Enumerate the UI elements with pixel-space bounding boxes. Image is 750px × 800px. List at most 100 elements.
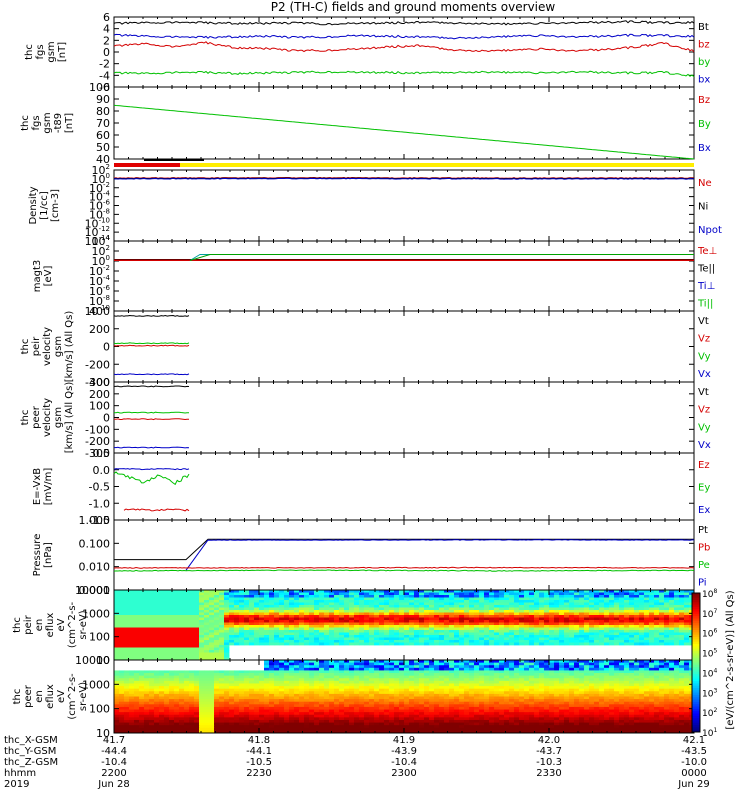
spectro-cell <box>564 597 570 601</box>
spectro-cell <box>384 678 390 682</box>
spectro-cell <box>159 688 165 692</box>
spectro-cell <box>509 637 515 641</box>
spectro-cell <box>489 675 495 679</box>
spectro-cell <box>599 627 605 631</box>
spectro-cell <box>434 625 440 628</box>
spectro-cell <box>639 600 645 603</box>
y-axis-title: sr-eV) <box>78 610 89 639</box>
spectro-cell <box>654 600 660 603</box>
spectro-cell <box>664 590 670 593</box>
spectro-cell <box>614 688 620 692</box>
spectro-cell <box>289 635 295 638</box>
spectro-cell <box>414 642 420 646</box>
spectro-cell <box>674 670 680 674</box>
spectro-cell <box>249 610 255 613</box>
spectro-cell <box>669 607 675 611</box>
spectro-cell <box>174 605 180 608</box>
spectro-cell <box>254 622 260 626</box>
spectro-cell <box>444 617 450 621</box>
legend-Npot: Npot <box>698 225 722 236</box>
spectro-cell <box>654 592 660 596</box>
spectro-cell <box>199 670 205 674</box>
spectro-cell <box>684 620 690 623</box>
spectro-cell <box>304 673 310 677</box>
spectro-cell <box>664 642 670 646</box>
spectro-cell <box>584 660 590 664</box>
spectro-cell <box>384 667 390 671</box>
spectro-cell <box>214 595 220 598</box>
spectro-cell <box>389 632 395 636</box>
spectro-cell <box>309 660 315 664</box>
spectro-cell <box>399 617 405 621</box>
spectro-cell <box>569 612 575 616</box>
spectro-cell <box>664 673 670 677</box>
spectro-cell <box>334 660 340 664</box>
spectro-cell <box>544 620 550 623</box>
spectro-cell <box>609 678 615 682</box>
spectro-cell <box>574 665 580 669</box>
spectro-cell <box>589 602 595 606</box>
spectro-cell <box>209 655 215 658</box>
spectro-cell <box>294 627 300 631</box>
spectro-cell <box>424 602 430 606</box>
spectro-cell <box>144 602 150 606</box>
spectro-cell <box>684 667 690 671</box>
spectro-cell <box>534 607 540 611</box>
spectro-cell <box>309 627 315 631</box>
spectro-cell <box>134 607 140 611</box>
spectro-cell <box>314 600 320 603</box>
spectro-cell <box>264 683 270 687</box>
spectro-cell <box>654 637 660 641</box>
spectro-cell <box>624 590 630 593</box>
spectro-cell <box>389 592 395 596</box>
spectro-cell <box>189 688 195 692</box>
spectro-cell <box>194 640 200 643</box>
spectro-cell <box>134 673 140 677</box>
spectro-cell <box>514 686 520 690</box>
spectro-cell <box>219 602 225 606</box>
spectro-cell <box>139 637 145 641</box>
spectro-cell <box>329 620 335 623</box>
spectro-cell <box>379 673 385 677</box>
spectro-cell <box>369 678 375 682</box>
spectro-cell <box>214 680 220 684</box>
spectro-cell <box>549 607 555 611</box>
spectro-cell <box>224 655 230 658</box>
legend-Pb: Pb <box>698 542 710 553</box>
spectro-cell <box>404 665 410 669</box>
spectro-cell <box>409 602 415 606</box>
spectro-cell <box>589 615 595 618</box>
spectro-cell <box>319 678 325 682</box>
spectro-cell <box>189 600 195 603</box>
spectro-cell <box>434 607 440 611</box>
spectro-cell <box>444 602 450 606</box>
spectro-cell <box>289 607 295 611</box>
spectro-cell <box>314 630 320 633</box>
spectro-cell <box>294 662 300 666</box>
spectro-cell <box>239 675 245 679</box>
spectro-cell <box>384 686 390 690</box>
spectro-cell <box>559 667 565 671</box>
spectro-cell <box>404 630 410 633</box>
spectro-cell <box>209 617 215 621</box>
spectro-cell <box>614 635 620 638</box>
spectro-cell <box>124 622 130 626</box>
spectro-cell <box>669 662 675 666</box>
spectro-cell <box>544 665 550 669</box>
spectro-cell <box>264 675 270 679</box>
spectro-cell <box>519 600 525 603</box>
spectro-cell <box>424 637 430 641</box>
spectro-cell <box>484 675 490 679</box>
spectro-cell <box>524 662 530 666</box>
spectro-cell <box>309 680 315 684</box>
spectro-cell <box>584 600 590 603</box>
spectro-cell <box>154 647 160 651</box>
spectro-cell <box>409 678 415 682</box>
spectro-cell <box>649 605 655 608</box>
spectro-cell <box>314 632 320 636</box>
spectro-cell <box>659 675 665 679</box>
spectro-cell <box>464 683 470 687</box>
spectro-cell <box>174 652 180 656</box>
spectro-cell <box>264 607 270 611</box>
